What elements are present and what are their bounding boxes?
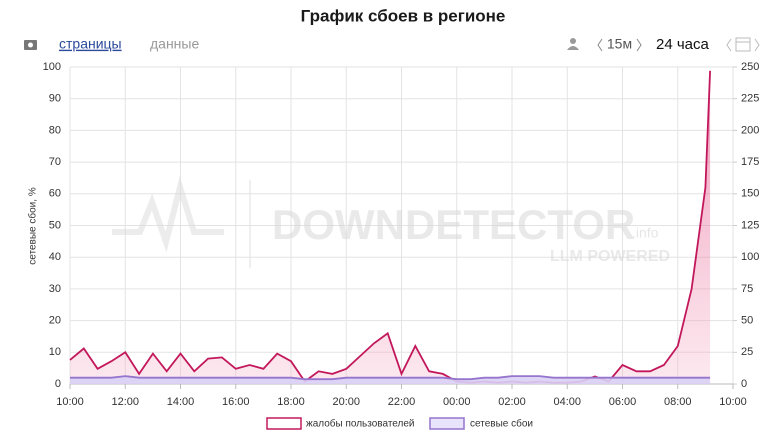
y-tick-label: 70 (49, 156, 61, 168)
x-tick-label: 02:00 (498, 396, 526, 408)
legend-label: сетевые сбои (470, 418, 533, 430)
y2-tick-label: 200 (741, 124, 759, 136)
legend-swatch (266, 417, 302, 430)
interval-arrows[interactable] (597, 38, 642, 52)
range[interactable]: 24 часа (656, 36, 710, 53)
y-tick-label: 50 (49, 219, 61, 231)
y2-tick-label: 25 (741, 346, 753, 358)
x-tick-label: 18:00 (277, 396, 305, 408)
y-tick-label: 100 (43, 61, 61, 73)
y2-tick-label: 0 (741, 378, 747, 390)
series-line (70, 375, 711, 381)
x-tick-label: 22:00 (388, 396, 416, 408)
y-tick-label: 30 (49, 283, 61, 295)
y2-tick-label: 100 (741, 251, 759, 263)
x-tick-label: 04:00 (553, 396, 581, 408)
y2-tick-label: 225 (741, 93, 759, 105)
y2-tick-label: 175 (741, 156, 759, 168)
x-tick-label: 06:00 (609, 396, 637, 408)
legend-swatch (429, 417, 465, 430)
tab-link[interactable]: страницы (59, 36, 122, 52)
y2-tick-label: 125 (741, 219, 759, 231)
camera-icon[interactable] (24, 40, 37, 50)
x-tick-label: 10:00 (719, 396, 747, 408)
x-tick-label: 14:00 (167, 396, 195, 408)
y-tick-label: 90 (49, 93, 61, 105)
y-tick-label: 10 (49, 346, 61, 358)
x-tick-label: 10:00 (56, 396, 84, 408)
y-tick-label: 40 (49, 251, 61, 263)
x-tick-label: 08:00 (664, 396, 692, 408)
chart-title: График сбоев в регионе (301, 6, 506, 25)
x-tick-label: 00:00 (443, 396, 471, 408)
watermark-tagline: LLM POWERED (550, 248, 670, 265)
x-tick-label: 16:00 (222, 396, 250, 408)
x-tick-label: 20:00 (332, 396, 360, 408)
y-axis-label: сетевые сбои, % (27, 187, 39, 265)
y-tick-label: 0 (55, 378, 61, 390)
interval[interactable]: 15м (607, 36, 632, 52)
tab-link[interactable]: данные (150, 36, 199, 52)
y2-tick-label: 150 (741, 188, 759, 200)
y2-tick-label: 50 (741, 315, 753, 327)
watermark-suffix: .info (632, 225, 659, 241)
calendar-icon[interactable] (726, 37, 760, 52)
y-tick-label: 60 (49, 188, 61, 200)
legend-label: жалобы пользователей (306, 418, 415, 430)
watermark: DOWNDETECTOR .info LLM POWERED (112, 175, 670, 268)
user-icon[interactable] (567, 38, 579, 50)
x-tick-label: 12:00 (111, 396, 139, 408)
y2-tick-label: 75 (741, 283, 753, 295)
y-tick-label: 80 (49, 124, 61, 136)
y-tick-label: 20 (49, 315, 61, 327)
y2-tick-label: 250 (741, 61, 759, 73)
watermark-brand: DOWNDETECTOR (272, 201, 635, 248)
